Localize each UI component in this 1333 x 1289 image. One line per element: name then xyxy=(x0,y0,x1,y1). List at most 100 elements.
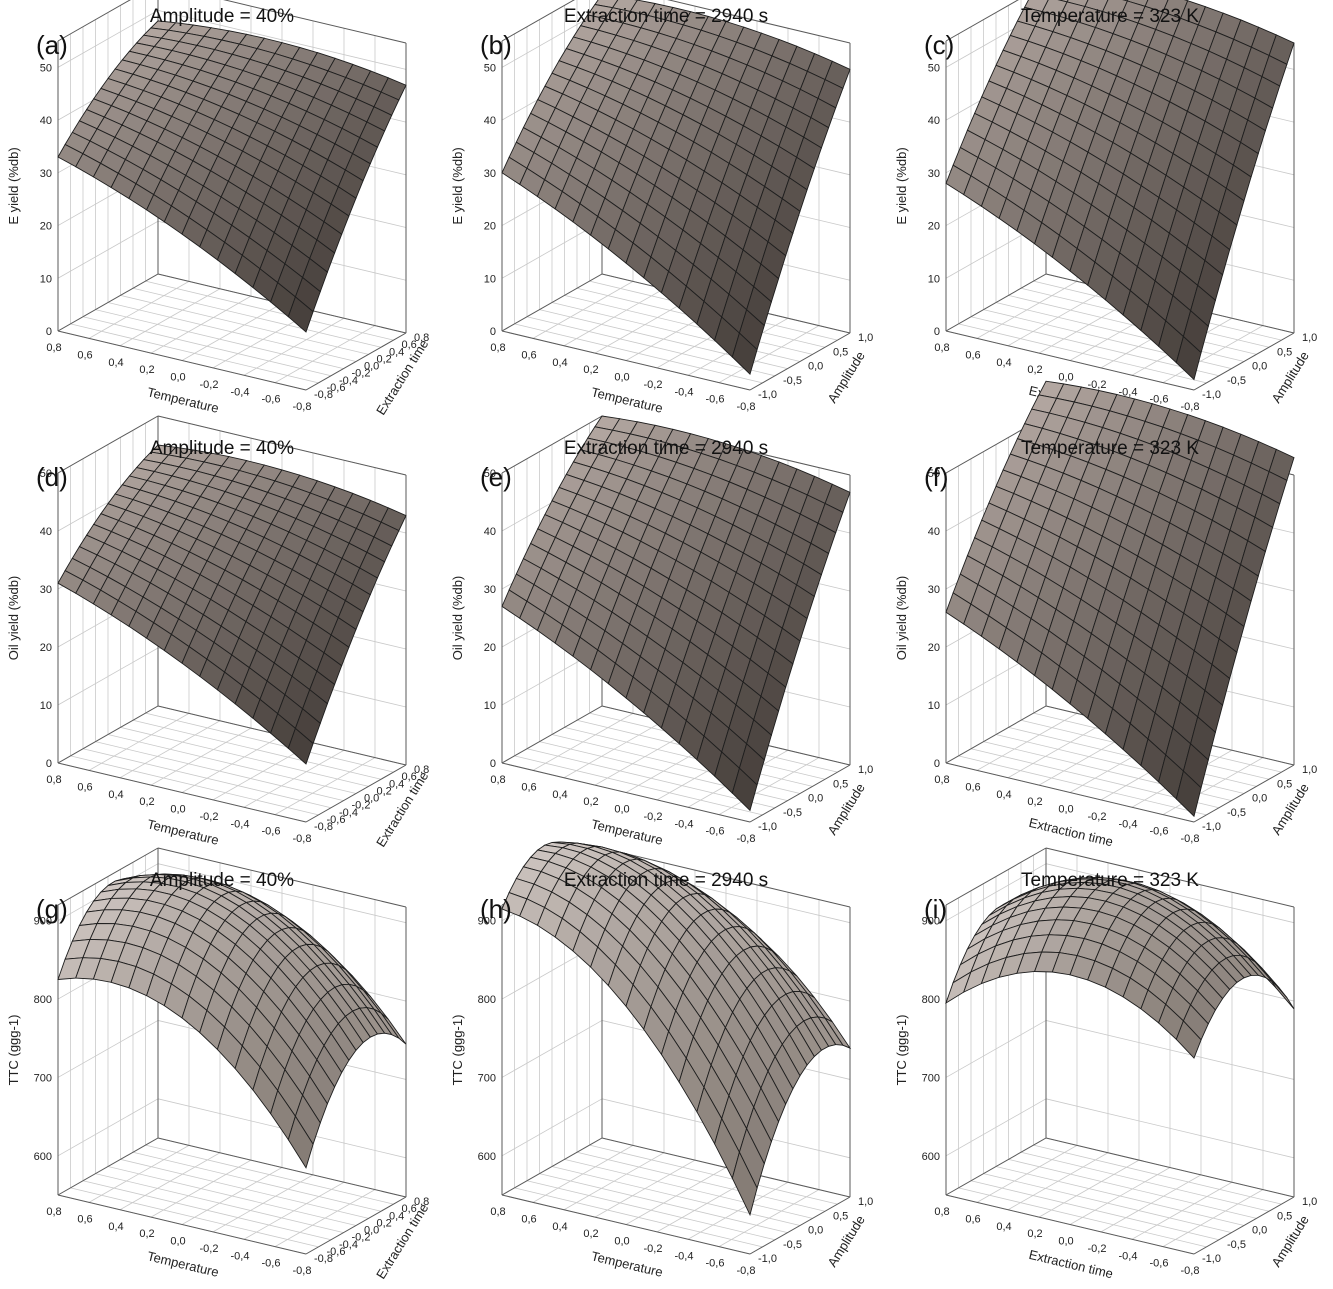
y-tick-label: 0,2 xyxy=(377,785,392,797)
x-tick-label: -0,8 xyxy=(293,401,312,413)
x-tick-label: 0,2 xyxy=(139,364,154,376)
z-axis-label: TTC (ggg-1) xyxy=(450,1015,465,1086)
panel-f: 0 10 20 30 40 50 0,8 0,6 0,4 0,2 0,0 -0,2 -0,4 -0,6 -0… xyxy=(894,380,1317,849)
y-tick-label: 0,0 xyxy=(808,1225,823,1237)
panel-d: 010203040500,80,60,40,20,0-0,2-0,4-0,6-0… xyxy=(6,415,431,850)
z-tick-label: 30 xyxy=(928,168,940,180)
x-tick-label: 0,4 xyxy=(552,357,567,369)
surface-a xyxy=(57,20,407,333)
z-tick-label: 20 xyxy=(928,221,940,233)
x-tick-label: -0,4 xyxy=(1119,386,1138,398)
y-tick-label: 0,5 xyxy=(1277,346,1292,358)
x-tick-label: 0,0 xyxy=(1058,1236,1073,1248)
panel-title: Extraction time = 2940 s xyxy=(564,6,768,27)
x-tick-label: 0,8 xyxy=(934,774,949,786)
y-tick-label: 0,5 xyxy=(833,346,848,358)
surface-cell xyxy=(731,767,758,812)
surface-cell xyxy=(1175,1020,1202,1059)
y-tick-label: 0,5 xyxy=(833,1210,848,1222)
surface-cell xyxy=(1175,770,1202,818)
surface-cell xyxy=(731,332,758,376)
z-axis-label: Oil yield (%db) xyxy=(894,576,909,661)
x-tick-label: -0,8 xyxy=(1181,401,1200,413)
y-tick-label: -0,5 xyxy=(1227,375,1246,387)
z-tick-label: 10 xyxy=(484,700,496,712)
x-tick-label: 0,6 xyxy=(521,781,536,793)
x-tick-label: 0,2 xyxy=(139,796,154,808)
surface-g xyxy=(57,873,407,1169)
y-tick-label: -0,4 xyxy=(339,1239,358,1251)
y-tick-label: 1,0 xyxy=(1302,1196,1317,1208)
x-tick-label: 0,4 xyxy=(552,789,567,801)
panel-letter: (d) xyxy=(36,462,68,492)
x-tick-label: -0,8 xyxy=(1181,833,1200,845)
y-tick-label: 0,8 xyxy=(414,764,429,776)
z-tick-label: 50 xyxy=(484,62,496,74)
x-tick-label: -0,6 xyxy=(1150,826,1169,838)
x-tick-label: -0,4 xyxy=(1119,818,1138,830)
panel-letter: (e) xyxy=(480,462,512,492)
x-tick-label: 0,4 xyxy=(996,1221,1011,1233)
y-tick-label: 0,4 xyxy=(389,346,404,358)
panel-letter: (b) xyxy=(480,30,512,60)
panel-title: Temperature = 323 K xyxy=(1021,870,1199,891)
y-tick-label: 0,0 xyxy=(808,793,823,805)
x-tick-label: 0,0 xyxy=(170,804,185,816)
panel-b: 0 10 20 30 40 50 0,8 0,6 0,4 0,2 0,0 -0,2 -0,4 -0,6 -0… xyxy=(450,0,873,416)
x-tick-label: 0,4 xyxy=(108,789,123,801)
y-tick-label: -1,0 xyxy=(1202,821,1221,833)
surface-h xyxy=(501,841,852,1217)
y-tick-label: 0,0 xyxy=(364,1225,379,1237)
y-tick-label: 0,6 xyxy=(402,771,417,783)
panel-a: 010203040500,80,60,40,20,0-0,2-0,4-0,6-0… xyxy=(6,0,431,418)
x-tick-label: -0,8 xyxy=(293,1265,312,1277)
y-tick-label: 0,0 xyxy=(364,361,379,373)
y-tick-label: -0,5 xyxy=(1227,807,1246,819)
z-tick-label: 30 xyxy=(40,584,52,596)
x-tick-label: 0,2 xyxy=(583,364,598,376)
y-tick-label: -1,0 xyxy=(758,389,777,401)
panel-letter: (i) xyxy=(924,894,947,924)
z-axis-label: E yield (%db) xyxy=(6,147,21,224)
x-tick-label: 0,0 xyxy=(614,804,629,816)
z-tick-label: 30 xyxy=(484,584,496,596)
z-tick-label: 30 xyxy=(928,584,940,596)
z-tick-label: 40 xyxy=(928,526,940,538)
y-tick-label: 1,0 xyxy=(858,1196,873,1208)
x-tick-label: 0,8 xyxy=(490,1206,505,1218)
z-tick-label: 700 xyxy=(34,1072,52,1084)
y-tick-label: 0,8 xyxy=(414,332,429,344)
z-tick-label: 800 xyxy=(922,994,940,1006)
x-tick-label: -0,2 xyxy=(644,1243,663,1255)
y-tick-label: 0,4 xyxy=(389,1210,404,1222)
y-tick-label: -0,8 xyxy=(314,389,333,401)
x-tick-label: -0,6 xyxy=(1150,1258,1169,1270)
x-tick-label: 0,8 xyxy=(46,1206,61,1218)
x-tick-label: 0,6 xyxy=(521,1213,536,1225)
z-tick-label: 600 xyxy=(478,1151,496,1163)
panel-letter: (f) xyxy=(924,462,949,492)
z-tick-label: 0 xyxy=(490,326,496,338)
z-axis-label: E yield (%db) xyxy=(450,147,465,224)
z-tick-label: 0 xyxy=(46,326,52,338)
y-tick-label: -0,4 xyxy=(339,807,358,819)
panel-h: 6007008009000,80,60,40,20,0-0,2-0,4-0,6-… xyxy=(450,841,873,1280)
y-tick-label: 1,0 xyxy=(858,764,873,776)
x-tick-label: -0,6 xyxy=(706,826,725,838)
x-tick-label: 0,2 xyxy=(583,796,598,808)
x-tick-label: 0,2 xyxy=(1027,1228,1042,1240)
panel-title: Amplitude = 40% xyxy=(150,438,294,459)
x-tick-label: -0,8 xyxy=(737,1265,756,1277)
z-tick-label: 0 xyxy=(934,758,940,770)
z-tick-label: 600 xyxy=(922,1151,940,1163)
x-tick-label: -0,2 xyxy=(644,379,663,391)
z-axis-label: Oil yield (%db) xyxy=(450,576,465,661)
z-tick-label: 700 xyxy=(922,1072,940,1084)
z-axis-label: Oil yield (%db) xyxy=(6,576,21,661)
y-tick-label: 0,0 xyxy=(1252,361,1267,373)
surface-cell xyxy=(731,1150,758,1217)
x-tick-label: -0,6 xyxy=(706,394,725,406)
x-tick-label: -0,4 xyxy=(231,818,250,830)
z-tick-label: 50 xyxy=(484,468,496,480)
